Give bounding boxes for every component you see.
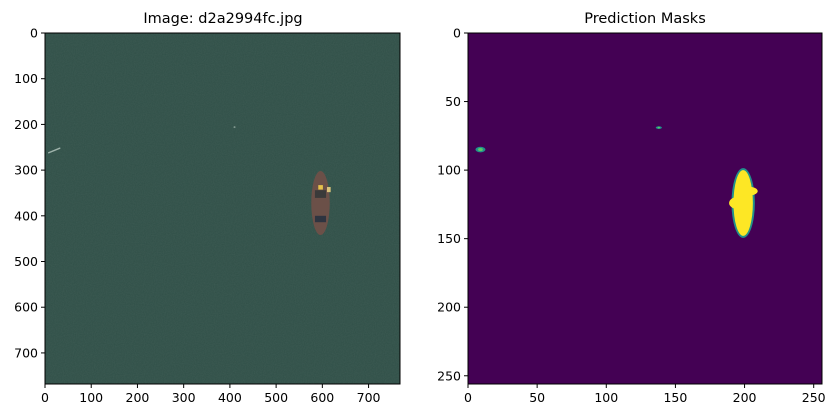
x-tick: 250 — [802, 384, 826, 405]
y-tick: 300 — [14, 163, 45, 178]
y-tick: 250 — [437, 368, 468, 383]
x-tick-label: 100 — [594, 390, 618, 405]
y-tick: 150 — [437, 231, 468, 246]
image-objects — [47, 126, 331, 236]
prediction-mask-panel: Prediction Masks 0 50 100 150 200 250 0 50 100 1… — [437, 11, 826, 405]
right-panel-title: Prediction Masks — [584, 11, 706, 27]
wake — [47, 147, 61, 154]
y-tick-label: 150 — [437, 231, 461, 246]
y-tick: 500 — [14, 254, 45, 269]
y-tick-label: 100 — [14, 71, 38, 86]
y-tick-label: 0 — [30, 26, 38, 41]
left-panel-title: Image: d2a2994fc.jpg — [143, 11, 302, 27]
right-axes-frame — [467, 32, 823, 385]
y-tick: 0 — [453, 26, 468, 41]
x-tick: 700 — [357, 384, 381, 405]
x-tick-label: 700 — [357, 390, 381, 405]
x-tick: 600 — [310, 384, 334, 405]
x-tick-label: 150 — [663, 390, 687, 405]
x-tick: 500 — [264, 384, 288, 405]
y-tick: 100 — [14, 71, 45, 86]
x-tick-label: 500 — [264, 390, 288, 405]
mask-spot — [655, 126, 662, 130]
y-tick-label: 0 — [453, 26, 461, 41]
x-tick: 150 — [663, 384, 687, 405]
x-tick: 0 — [464, 384, 472, 405]
mask-blob — [729, 168, 758, 238]
y-tick-label: 300 — [14, 163, 38, 178]
y-tick-label: 200 — [437, 300, 461, 315]
x-tick-label: 0 — [41, 390, 49, 405]
x-tick: 300 — [172, 384, 196, 405]
x-tick: 100 — [594, 384, 618, 405]
left-y-axis: 0 100 200 300 400 500 600 700 — [14, 26, 45, 360]
y-tick: 100 — [437, 163, 468, 178]
y-tick-label: 400 — [14, 208, 38, 223]
x-tick-label: 400 — [218, 390, 242, 405]
x-tick-label: 300 — [172, 390, 196, 405]
y-tick-label: 700 — [14, 345, 38, 360]
x-tick: 200 — [733, 384, 757, 405]
x-tick-label: 600 — [310, 390, 334, 405]
left-axes-frame — [44, 32, 401, 385]
x-tick: 50 — [529, 384, 545, 405]
right-y-axis: 0 50 100 150 200 250 — [437, 26, 468, 383]
y-tick-label: 500 — [14, 254, 38, 269]
x-tick-label: 200 — [733, 390, 757, 405]
y-tick-label: 250 — [437, 368, 461, 383]
mask-spot — [475, 146, 486, 153]
x-tick: 200 — [126, 384, 150, 405]
x-tick: 100 — [79, 384, 103, 405]
right-x-axis: 0 50 100 150 200 250 — [464, 384, 826, 405]
y-tick-label: 200 — [14, 117, 38, 132]
x-tick-label: 0 — [464, 390, 472, 405]
y-tick: 200 — [437, 300, 468, 315]
left-x-axis: 0 100 200 300 400 500 600 700 — [41, 384, 381, 405]
x-tick-label: 100 — [79, 390, 103, 405]
x-tick: 0 — [41, 384, 49, 405]
y-tick: 0 — [30, 26, 45, 41]
y-tick-label: 100 — [437, 163, 461, 178]
mask-blobs — [475, 126, 758, 238]
y-tick: 400 — [14, 208, 45, 223]
small-object — [233, 126, 236, 129]
y-tick: 600 — [14, 300, 45, 315]
satellite-image-panel: Image: d2a2994fc.jpg 0 100 200 300 400 500 600… — [14, 11, 401, 405]
y-tick-label: 600 — [14, 300, 38, 315]
ship — [311, 171, 331, 236]
y-tick: 50 — [445, 94, 468, 109]
x-tick: 400 — [218, 384, 242, 405]
image-grain — [45, 33, 400, 384]
x-tick-label: 50 — [529, 390, 545, 405]
x-tick-label: 250 — [802, 390, 826, 405]
mask-image — [468, 33, 822, 384]
y-tick: 200 — [14, 117, 45, 132]
y-tick-label: 50 — [445, 94, 461, 109]
x-tick-label: 200 — [126, 390, 150, 405]
y-tick: 700 — [14, 345, 45, 360]
